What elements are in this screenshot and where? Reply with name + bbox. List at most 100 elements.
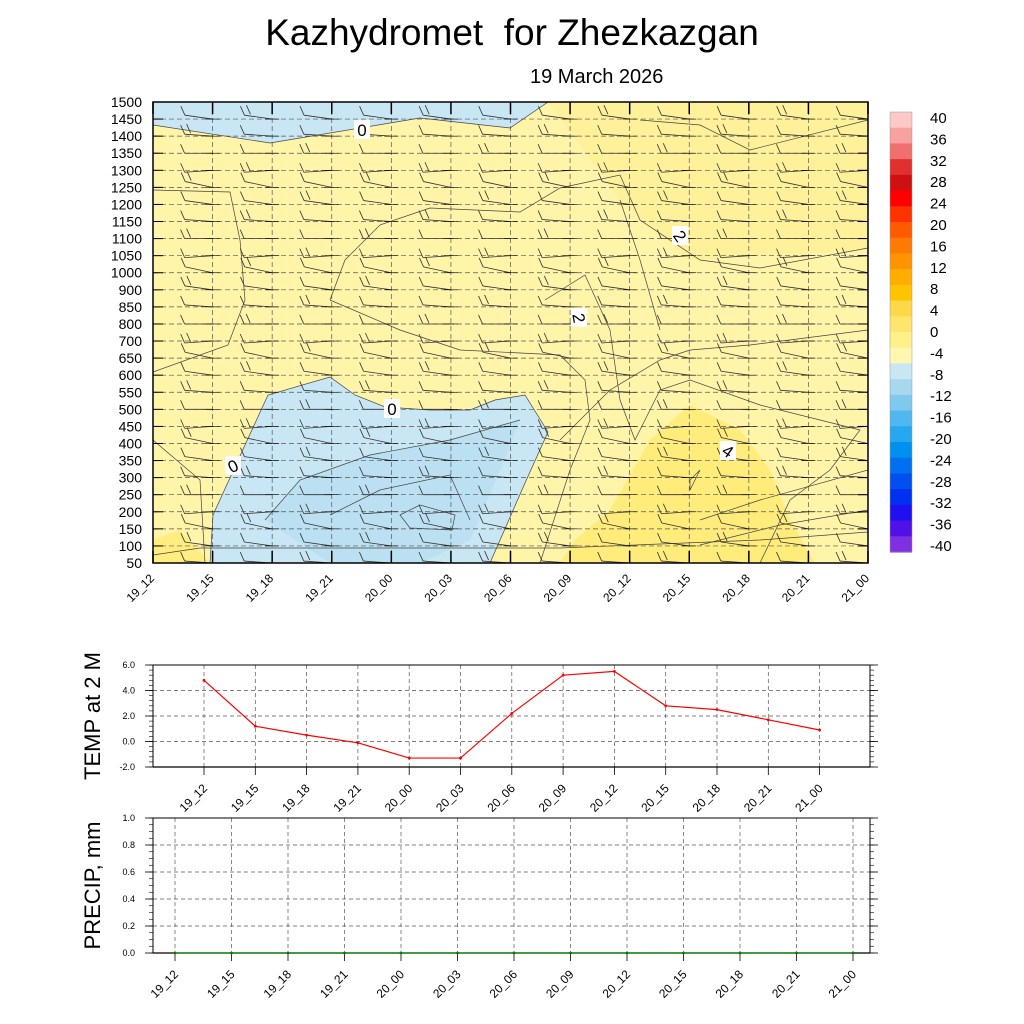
- wind-barb-shaft: [244, 340, 273, 344]
- colorbar-label: -12: [930, 388, 952, 405]
- wind-barb: [240, 276, 280, 291]
- wind-barb: [419, 428, 458, 444]
- temp-x-label: 19_21: [331, 781, 365, 815]
- temp-point: [613, 669, 616, 673]
- wind-barb-shaft: [184, 255, 213, 259]
- wind-barb: [418, 295, 458, 308]
- wind-barb-shaft: [184, 169, 213, 173]
- wind-barb-flag: [299, 551, 305, 562]
- wind-barb-flag: [305, 550, 311, 561]
- wind-barb-flag: [418, 333, 424, 344]
- wind-barb-flag: [418, 400, 424, 410]
- wind-barb-shaft: [363, 426, 392, 429]
- wind-barb: [537, 191, 578, 205]
- x-time-label: 20_06: [481, 571, 515, 605]
- wind-barb-shaft: [720, 219, 749, 222]
- wind-barb-flag: [418, 144, 424, 154]
- wind-barb-shaft: [184, 133, 213, 137]
- wind-barb-flag: [424, 209, 430, 219]
- wind-barb-shaft: [482, 340, 511, 344]
- contour-label-bg: [720, 441, 736, 460]
- wind-barb-flag: [180, 551, 186, 562]
- wind-barb-flag: [358, 485, 364, 495]
- wind-barb: [776, 485, 816, 496]
- wind-barb-flag: [240, 513, 246, 524]
- wind-barb-flag: [299, 333, 305, 344]
- wind-barb-flag: [246, 256, 252, 267]
- wind-barb: [240, 191, 280, 205]
- wind-barb-flag: [418, 466, 424, 476]
- wind-barb: [478, 485, 518, 496]
- wind-barb-flag: [664, 86, 668, 95]
- cross-section-contours: [153, 102, 868, 563]
- wind-barb-shaft: [244, 255, 273, 259]
- wind-barb-flag: [424, 105, 430, 115]
- wind-barb: [741, 102, 756, 103]
- wind-barb: [478, 276, 518, 291]
- wind-barb-flag: [418, 229, 424, 239]
- wind-barb-flag: [180, 314, 185, 325]
- wind-barb-shaft: [542, 285, 571, 291]
- wind-barb-flag: [305, 503, 311, 513]
- wind-barb-flag: [722, 380, 728, 390]
- wind-barb-shaft: [482, 114, 511, 120]
- wind-barb: [656, 125, 697, 137]
- wind-barb-flag: [841, 294, 847, 305]
- wind-barb-shaft: [661, 169, 690, 173]
- wind-barb-flag: [305, 143, 311, 153]
- wind-barb-flag: [359, 362, 364, 372]
- wind-barb: [478, 257, 518, 274]
- wind-barb-flag: [537, 314, 543, 325]
- wind-barb-shaft: [482, 389, 511, 393]
- wind-barb: [299, 362, 339, 376]
- wind-barb-shaft: [244, 370, 273, 376]
- wind-barb-shaft: [423, 456, 451, 461]
- wind-barb-shaft: [483, 522, 511, 530]
- wind-barb-flag: [360, 87, 364, 96]
- temp-y-axis-title: TEMP at 2 M: [80, 652, 105, 780]
- wind-barb-flag: [776, 532, 782, 543]
- wind-barb-shaft: [542, 200, 571, 205]
- wind-barb-flag: [662, 550, 668, 561]
- wind-barb-shaft: [423, 114, 451, 120]
- wind-barb-shaft: [303, 285, 332, 291]
- wind-barb-flag: [723, 427, 728, 437]
- wind-barb-flag: [782, 105, 788, 115]
- wind-barb-flag: [782, 162, 787, 172]
- colorbar: 4036322824201612840-4-8-12-16-20-24-28-3…: [889, 110, 952, 555]
- temp-point: [766, 718, 770, 722]
- colorbar-frame: [889, 111, 913, 553]
- wind-barb-flag: [418, 276, 424, 287]
- wind-barb-flag: [716, 314, 722, 325]
- y-level-label: 800: [119, 316, 143, 332]
- wind-barb-flag: [359, 447, 364, 457]
- wind-barb: [597, 144, 637, 154]
- wind-barb-shaft: [329, 102, 332, 103]
- wind-barb-flag: [299, 532, 305, 543]
- wind-barb-shaft: [184, 475, 213, 479]
- wind-barb-shaft: [720, 255, 749, 259]
- wind-barb: [299, 172, 339, 188]
- wind-barb-shaft: [244, 541, 273, 547]
- wind-barb-flag: [603, 465, 609, 475]
- wind-barb: [239, 381, 280, 393]
- wind-barb-shaft: [542, 181, 571, 188]
- wind-barb: [478, 362, 518, 376]
- wind-barb-flag: [597, 333, 603, 344]
- wind-barb: [180, 144, 220, 154]
- wind-barb: [418, 313, 458, 325]
- x-time-label: 20_18: [719, 571, 753, 605]
- wind-barb: [443, 102, 458, 103]
- colorbar-swatch: [890, 174, 912, 192]
- wind-barb-shaft: [840, 200, 868, 205]
- wind-barb-shaft: [780, 266, 809, 274]
- wind-barb-flag: [424, 313, 430, 324]
- wind-barb-flag: [776, 419, 781, 429]
- wind-barb: [664, 86, 697, 103]
- wind-barb: [240, 447, 280, 461]
- precip-x-label: 19_21: [317, 967, 351, 1001]
- wind-barb: [597, 313, 637, 325]
- wind-barb-flag: [186, 228, 191, 238]
- wind-barb-flag: [597, 210, 603, 220]
